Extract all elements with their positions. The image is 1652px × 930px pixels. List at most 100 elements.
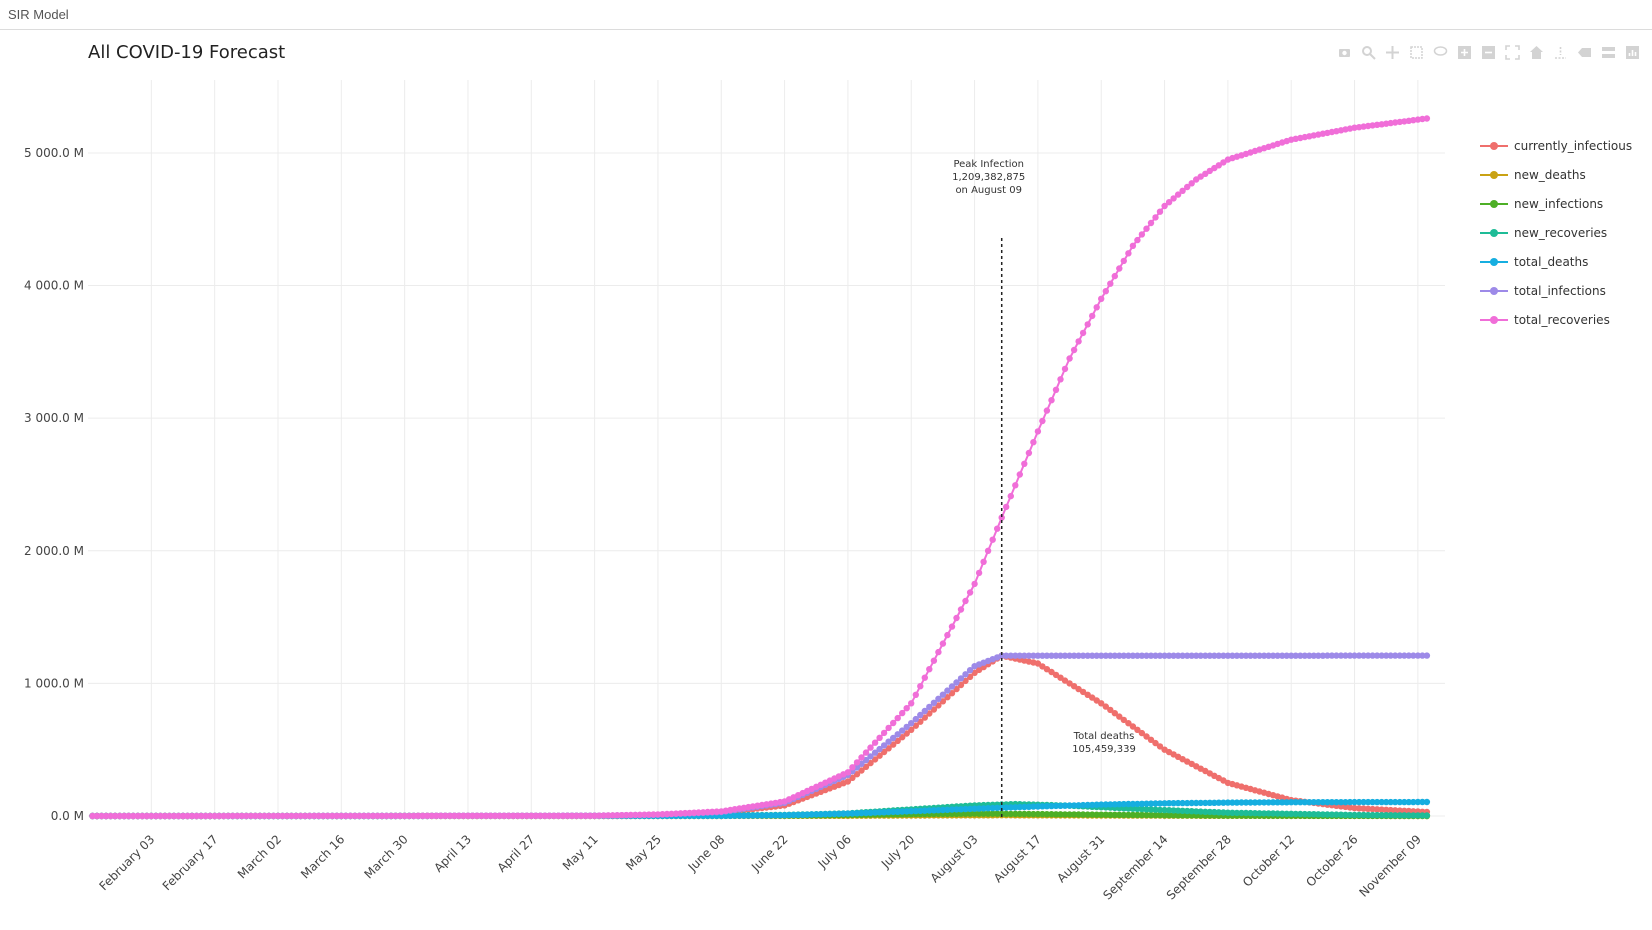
legend-item-total-recoveries[interactable]: total_recoveries	[1480, 313, 1610, 327]
data-point	[1143, 225, 1150, 232]
legend-item-total-deaths[interactable]: total_deaths	[1480, 255, 1588, 269]
legend-marker	[1490, 316, 1498, 324]
legend-item-total-infections[interactable]: total_infections	[1480, 284, 1606, 298]
series-currently-infectious	[89, 652, 1431, 820]
data-point	[962, 671, 969, 678]
data-point	[1360, 652, 1367, 659]
legend-item-new-recoveries[interactable]: new_recoveries	[1480, 226, 1607, 240]
x-tick-label: February 17	[160, 832, 221, 893]
autoscale-icon[interactable]	[1502, 42, 1522, 62]
data-point	[1129, 805, 1137, 812]
data-point	[1288, 799, 1295, 806]
data-point	[1288, 652, 1295, 659]
data-point	[1066, 802, 1073, 809]
data-point	[428, 812, 435, 819]
app-header: SIR Model	[0, 0, 1652, 30]
data-point	[98, 812, 105, 820]
data-point	[903, 723, 910, 731]
data-point	[143, 812, 150, 820]
legend-item-currently-infectious[interactable]: currently_infectious	[1480, 139, 1632, 153]
data-point	[1116, 265, 1123, 272]
data-point	[1265, 652, 1272, 659]
data-point	[1410, 798, 1417, 806]
data-point	[1030, 810, 1037, 818]
data-point	[202, 812, 209, 820]
data-point	[1337, 811, 1345, 818]
data-point	[193, 812, 200, 820]
data-point	[1283, 652, 1290, 659]
data-point	[1373, 798, 1381, 806]
camera-icon[interactable]	[1334, 42, 1354, 62]
data-point	[917, 683, 924, 690]
data-point	[1016, 810, 1023, 818]
reset-axes-icon[interactable]	[1526, 42, 1546, 62]
legend-item-new-infections[interactable]: new_infections	[1480, 197, 1603, 211]
y-tick-label: 3 000.0 M	[24, 411, 84, 425]
data-point	[1003, 652, 1010, 659]
data-point	[908, 700, 915, 707]
data-point	[1315, 652, 1322, 659]
data-point	[1107, 801, 1114, 808]
data-point	[1012, 482, 1019, 489]
data-point	[835, 810, 843, 818]
legend-marker	[1490, 258, 1498, 266]
lasso-icon[interactable]	[1430, 42, 1450, 62]
data-point	[1084, 811, 1091, 818]
x-tick-label: August 03	[928, 832, 981, 885]
data-point	[1215, 799, 1223, 806]
data-point	[1193, 799, 1200, 807]
zoom-icon[interactable]	[1358, 42, 1378, 62]
data-point	[1007, 810, 1014, 818]
data-point	[609, 812, 616, 819]
x-tick-label: July 06	[815, 832, 854, 871]
data-point	[1079, 688, 1087, 696]
data-point	[1279, 810, 1286, 817]
pan-icon[interactable]	[1382, 42, 1402, 62]
data-point	[415, 812, 422, 819]
data-point	[1351, 798, 1358, 806]
data-point	[1423, 812, 1431, 819]
data-point	[1030, 439, 1037, 446]
data-point	[130, 812, 137, 820]
data-point	[1079, 801, 1087, 809]
data-point	[1125, 652, 1132, 659]
data-point	[785, 811, 793, 819]
data-point	[1197, 652, 1204, 659]
hover-closest-icon[interactable]	[1574, 42, 1594, 62]
data-point	[1107, 811, 1114, 818]
data-point	[383, 812, 390, 820]
plotly-logo-icon[interactable]	[1622, 42, 1642, 62]
data-point	[1247, 809, 1254, 817]
data-point	[1179, 799, 1186, 807]
data-point	[632, 811, 639, 819]
data-point	[478, 812, 485, 819]
legend-item-new-deaths[interactable]: new_deaths	[1480, 168, 1586, 182]
data-point	[709, 808, 716, 815]
data-point	[944, 687, 951, 694]
data-point	[749, 812, 757, 819]
data-point	[392, 812, 399, 820]
data-point	[1306, 811, 1313, 818]
box-select-icon[interactable]	[1406, 42, 1426, 62]
data-point	[93, 812, 101, 820]
spike-lines-icon[interactable]	[1550, 42, 1570, 62]
data-point	[890, 734, 897, 742]
data-point	[1021, 803, 1028, 811]
data-point	[808, 811, 815, 818]
data-point	[1324, 811, 1331, 818]
data-point	[1387, 798, 1394, 806]
data-point	[926, 703, 933, 711]
data-point	[1156, 743, 1164, 750]
data-point	[822, 811, 829, 818]
data-point	[229, 812, 236, 820]
data-point	[1360, 798, 1367, 806]
data-point	[1292, 652, 1299, 659]
zoom-in-icon[interactable]	[1454, 42, 1474, 62]
data-point	[921, 807, 928, 814]
zoom-out-icon[interactable]	[1478, 42, 1498, 62]
data-point	[433, 812, 440, 819]
hover-compare-icon[interactable]	[1598, 42, 1618, 62]
data-point	[1034, 652, 1042, 659]
data-point	[1355, 652, 1363, 659]
data-point	[1102, 801, 1110, 808]
